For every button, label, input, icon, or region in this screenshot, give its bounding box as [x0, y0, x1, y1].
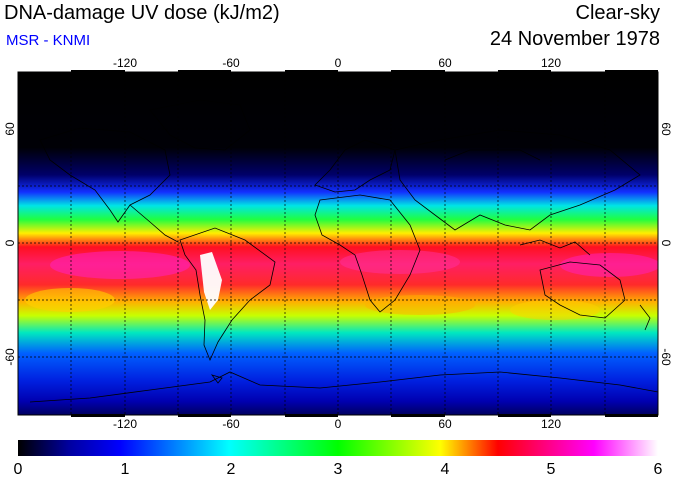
lon-tick-label-bottom: 0 — [335, 417, 342, 431]
colorbar-label: 1 — [121, 461, 130, 478]
map-title: DNA-damage UV dose (kJ/m2) — [4, 2, 280, 24]
graticule — [18, 72, 658, 415]
map-subtitle: MSR - KNMI — [6, 32, 91, 49]
lat-tick-label-left: -60 — [3, 348, 17, 366]
lon-tick-label-top: 60 — [438, 56, 452, 70]
lat-tick-label-left: 0 — [3, 239, 17, 246]
sky-condition-label: Clear-sky — [575, 2, 660, 24]
colorbar-label: 5 — [547, 461, 556, 478]
colorbar-label: 2 — [227, 461, 236, 478]
lon-tick-label-bottom: 120 — [541, 417, 561, 431]
lon-tick-label-bottom: 60 — [438, 417, 452, 431]
lat-tick-label-right: 60 — [659, 122, 673, 136]
colorbar-label: 6 — [654, 461, 663, 478]
frame-ticks — [71, 70, 658, 417]
lat-tick-label-right: 0 — [659, 240, 673, 247]
lon-tick-label-top: -60 — [222, 56, 240, 70]
lat-tick-label-left: 60 — [3, 122, 17, 136]
colorbar — [18, 440, 658, 456]
date-label: 24 November 1978 — [489, 28, 660, 50]
lon-tick-label-bottom: -120 — [113, 417, 137, 431]
lon-tick-label-bottom: -60 — [222, 417, 240, 431]
uv-field — [18, 72, 658, 415]
lon-tick-label-top: -120 — [113, 56, 137, 70]
lat-tick-label-right: -60 — [659, 348, 673, 366]
lon-tick-label-top: 0 — [335, 56, 342, 70]
colorbar-label: 0 — [14, 461, 23, 478]
lon-tick-label-top: 120 — [541, 56, 561, 70]
colorbar-label: 4 — [441, 461, 450, 478]
coastlines — [29, 99, 658, 403]
colorbar-label: 3 — [334, 461, 343, 478]
